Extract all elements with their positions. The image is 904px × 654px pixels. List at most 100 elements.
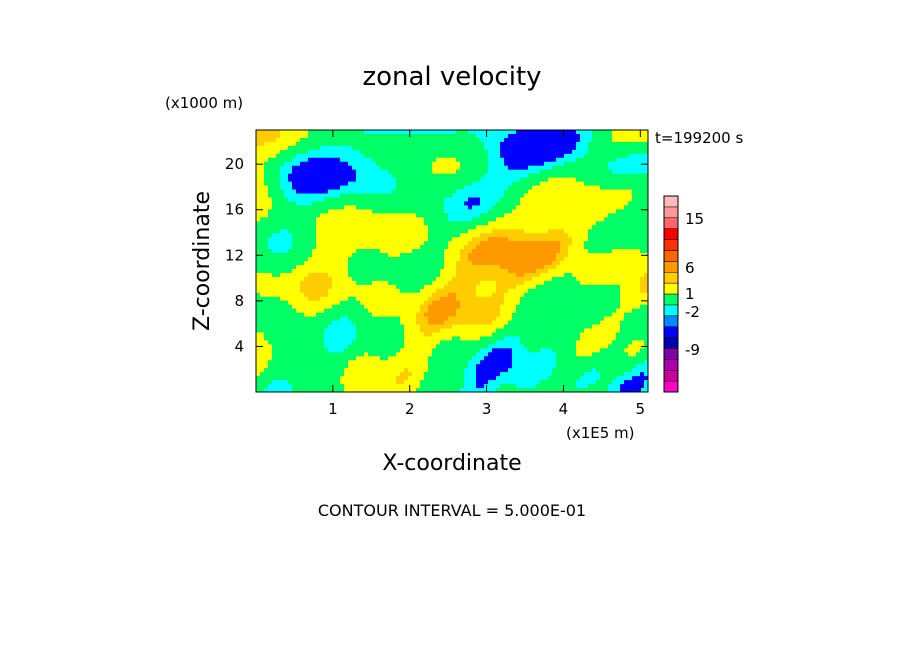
field-cell	[604, 276, 609, 282]
field-cell	[384, 324, 389, 330]
field-cell	[352, 276, 357, 282]
field-cell	[504, 241, 509, 246]
field-cell	[544, 328, 549, 334]
field-cell	[256, 324, 261, 330]
field-cell	[440, 328, 445, 334]
field-cell	[568, 225, 573, 230]
field-cell	[508, 300, 513, 306]
field-cell	[540, 292, 545, 298]
field-cell	[456, 213, 461, 218]
field-cell	[588, 320, 593, 326]
field-cell	[500, 316, 505, 322]
field-cell	[600, 229, 605, 234]
field-cell	[376, 264, 381, 270]
field-cell	[308, 257, 313, 262]
field-cell	[284, 268, 289, 274]
field-cell	[640, 320, 645, 326]
field-cell	[428, 161, 433, 167]
field-cell	[312, 296, 317, 302]
field-cell	[596, 177, 601, 183]
field-cell	[340, 257, 345, 262]
field-cell	[472, 264, 477, 270]
field-cell	[472, 161, 477, 167]
field-cell	[276, 141, 281, 147]
field-cell	[572, 320, 577, 326]
field-cell	[508, 197, 513, 203]
field-cell	[568, 324, 573, 330]
field-cell	[332, 233, 337, 238]
field-cell	[476, 316, 481, 322]
field-cell	[528, 253, 533, 258]
field-cell	[616, 177, 621, 183]
field-cell	[556, 268, 561, 274]
field-cell	[340, 205, 345, 210]
field-cell	[508, 308, 513, 314]
field-cell	[280, 189, 285, 195]
field-cell	[580, 133, 585, 139]
field-cell	[576, 320, 581, 326]
field-cell	[288, 245, 293, 250]
field-cell	[608, 257, 613, 262]
field-cell	[352, 229, 357, 234]
field-cell	[380, 153, 385, 159]
field-cell	[256, 257, 261, 262]
field-cell	[292, 249, 297, 254]
field-cell	[492, 133, 497, 139]
field-cell	[584, 165, 589, 171]
field-cell	[612, 316, 617, 322]
field-cell	[304, 253, 309, 258]
field-cell	[520, 217, 525, 222]
field-cell	[512, 233, 517, 238]
field-cell	[480, 133, 485, 139]
field-cell	[592, 173, 597, 179]
field-cell	[632, 233, 637, 238]
field-cell	[380, 284, 385, 290]
field-cell	[632, 185, 637, 191]
field-cell	[548, 300, 553, 306]
field-cell	[284, 201, 289, 207]
field-cell	[524, 177, 529, 183]
field-cell	[620, 233, 625, 238]
field-cell	[512, 133, 517, 139]
field-cell	[560, 153, 565, 159]
field-cell	[480, 161, 485, 167]
field-cell	[460, 229, 465, 234]
field-cell	[644, 312, 648, 318]
field-cell	[312, 201, 317, 207]
field-cell	[444, 233, 449, 238]
field-cell	[316, 312, 321, 318]
field-cell	[360, 133, 365, 139]
field-cell	[264, 165, 269, 171]
field-cell	[596, 276, 601, 282]
field-cell	[324, 157, 329, 163]
field-cell	[520, 268, 525, 274]
field-cell	[480, 328, 485, 334]
field-cell	[464, 145, 469, 151]
field-cell	[436, 149, 441, 155]
field-cell	[476, 133, 481, 139]
field-cell	[508, 257, 513, 262]
field-cell	[524, 169, 529, 175]
field-cell	[340, 229, 345, 234]
field-cell	[272, 193, 277, 199]
field-cell	[608, 276, 613, 282]
field-cell	[488, 145, 493, 151]
field-cell	[476, 272, 481, 278]
field-cell	[284, 324, 289, 330]
field-cell	[440, 257, 445, 262]
field-cell	[400, 245, 405, 250]
field-cell	[328, 173, 333, 179]
field-cell	[516, 324, 521, 330]
field-cell	[628, 217, 633, 222]
field-cell	[268, 280, 273, 286]
field-cell	[284, 241, 289, 246]
field-cell	[424, 308, 429, 314]
field-cell	[532, 264, 537, 270]
field-cell	[484, 161, 489, 167]
field-cell	[460, 185, 465, 191]
field-cell	[272, 233, 277, 238]
field-cell	[388, 288, 393, 294]
field-cell	[360, 205, 365, 210]
field-cell	[336, 193, 341, 199]
field-cell	[380, 209, 385, 214]
